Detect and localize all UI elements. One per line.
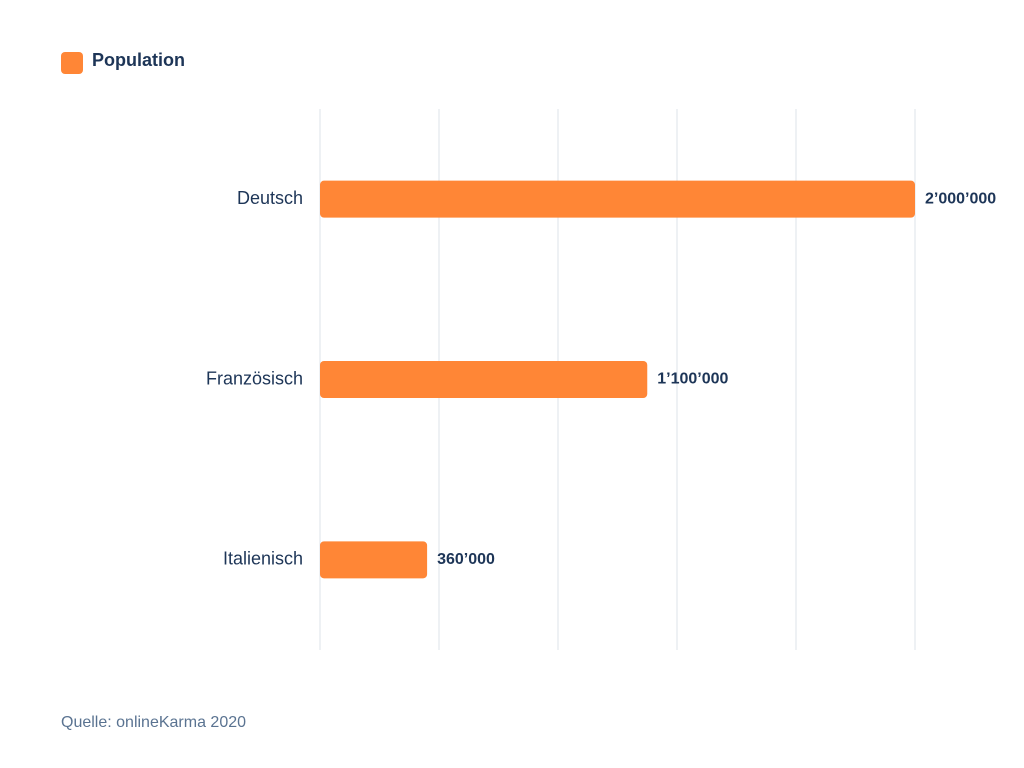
legend-label: Population: [92, 50, 185, 70]
bar: [320, 180, 915, 218]
source: Quelle: onlineKarma 2020: [61, 714, 246, 731]
legend-swatch: [61, 52, 83, 74]
value-label: 2’000’000: [925, 190, 996, 207]
y-tick-label: Französisch: [206, 368, 303, 388]
y-tick-label: Deutsch: [237, 188, 303, 208]
y-tick-label: Italienisch: [223, 549, 303, 569]
bar: [320, 361, 648, 398]
value-label: 1’100’000: [657, 371, 728, 388]
bar: [320, 541, 428, 579]
value-label: 360’000: [437, 551, 495, 568]
